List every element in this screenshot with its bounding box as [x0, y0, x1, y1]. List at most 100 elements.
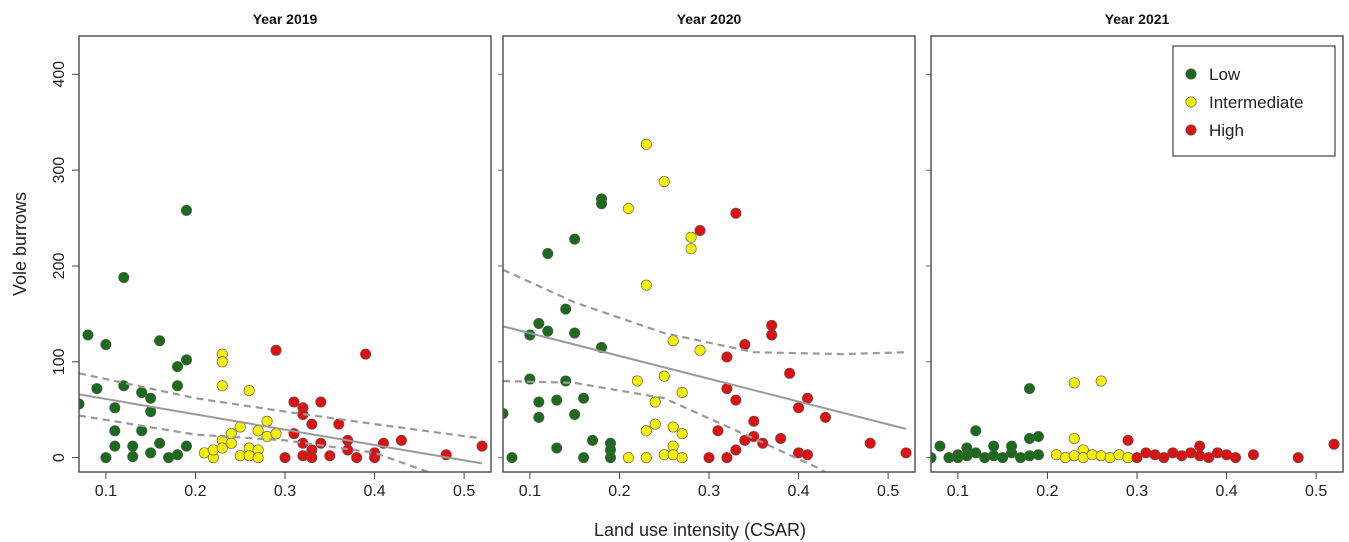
- data-point: [533, 317, 545, 329]
- data-point: [685, 231, 697, 243]
- x-tick-label: 0.2: [1036, 483, 1058, 500]
- data-point: [730, 394, 742, 406]
- x-tick-label: 0.1: [95, 483, 117, 500]
- y-tick-label: 100: [51, 348, 68, 375]
- panel-frame: [930, 35, 1344, 473]
- data-point: [802, 392, 814, 404]
- x-tick-label: 0.3: [274, 483, 296, 500]
- data-point: [640, 138, 652, 150]
- data-point: [587, 434, 599, 446]
- fit-layer: [79, 372, 483, 472]
- data-point: [712, 425, 724, 437]
- data-point: [1212, 447, 1224, 459]
- panel-title: Year 2021: [1105, 11, 1170, 27]
- data-point: [631, 375, 643, 387]
- data-point: [306, 452, 318, 464]
- data-point: [667, 335, 679, 347]
- x-tick-label: 0.1: [947, 483, 969, 500]
- data-point: [952, 452, 964, 464]
- data-point: [775, 432, 787, 444]
- data-point: [145, 447, 157, 459]
- legend-box: [1172, 45, 1336, 157]
- y-tick-label: 0: [51, 453, 68, 462]
- fit-line: [79, 393, 483, 465]
- data-point: [297, 450, 309, 462]
- data-point: [551, 394, 563, 406]
- data-point: [1068, 450, 1080, 462]
- data-point: [542, 248, 554, 260]
- data-point: [216, 442, 228, 454]
- data-point: [1095, 375, 1107, 387]
- data-point: [1131, 452, 1143, 464]
- data-point: [793, 402, 805, 414]
- data-point: [703, 452, 715, 464]
- data-point: [667, 421, 679, 433]
- data-point: [109, 402, 121, 414]
- data-point: [243, 450, 255, 462]
- data-point: [279, 452, 291, 464]
- data-point: [118, 271, 130, 283]
- data-point: [864, 437, 876, 449]
- panel-3: Year 2021 0.1 0.2 0.3 0.4 0.5: [926, 11, 1344, 500]
- x-tick-label: 0.1: [519, 483, 541, 500]
- data-point: [395, 434, 407, 446]
- data-point: [730, 444, 742, 456]
- panel-title: Year 2019: [253, 11, 318, 27]
- data-point: [560, 303, 572, 315]
- data-point: [649, 396, 661, 408]
- data-point: [1032, 449, 1044, 461]
- data-point: [640, 452, 652, 464]
- data-point: [970, 447, 982, 459]
- data-point: [533, 411, 545, 423]
- y-tick-label: 200: [51, 253, 68, 280]
- data-point: [252, 425, 264, 437]
- legend-marker-low: [1185, 68, 1197, 80]
- data-point: [569, 327, 581, 339]
- y-tick-label: 300: [51, 157, 68, 184]
- data-point: [551, 442, 563, 454]
- points-layer: [931, 375, 1340, 464]
- data-point: [784, 367, 796, 379]
- data-point: [739, 339, 751, 351]
- data-point: [270, 344, 282, 356]
- data-point: [676, 452, 688, 464]
- data-point: [1024, 383, 1036, 395]
- data-point: [1247, 449, 1259, 461]
- data-point: [676, 386, 688, 398]
- data-point: [109, 440, 121, 452]
- data-point: [766, 319, 778, 331]
- data-point: [180, 354, 192, 366]
- data-point: [145, 392, 157, 404]
- data-point: [934, 440, 946, 452]
- data-point: [1158, 452, 1170, 464]
- data-point: [1068, 377, 1080, 389]
- x-tick-label: 0.4: [787, 483, 809, 500]
- legend: Low Intermediate High: [1172, 45, 1336, 157]
- data-point: [604, 452, 616, 464]
- data-point: [1015, 452, 1027, 464]
- data-point: [216, 380, 228, 392]
- series-low: [503, 193, 616, 464]
- data-point: [694, 225, 706, 237]
- panel-title: Year 2020: [677, 11, 742, 27]
- data-point: [154, 437, 166, 449]
- data-point: [560, 375, 572, 387]
- x-tick-label: 0.5: [877, 483, 899, 500]
- y-axis-label: Vole burrows: [10, 192, 30, 296]
- data-point: [1068, 432, 1080, 444]
- x-tick-label: 0.5: [1305, 483, 1327, 500]
- data-point: [802, 449, 814, 461]
- data-point: [979, 452, 991, 464]
- data-point: [91, 383, 103, 395]
- points-layer: [503, 138, 912, 464]
- legend-marker-high: [1185, 124, 1197, 136]
- series-high: [694, 207, 912, 464]
- data-point: [649, 418, 661, 430]
- data-point: [333, 418, 345, 430]
- x-tick-label: 0.2: [184, 483, 206, 500]
- x-tick-label: 0.5: [453, 483, 475, 500]
- data-point: [622, 202, 634, 214]
- x-tick-label: 0.3: [1126, 483, 1148, 500]
- data-point: [306, 418, 318, 430]
